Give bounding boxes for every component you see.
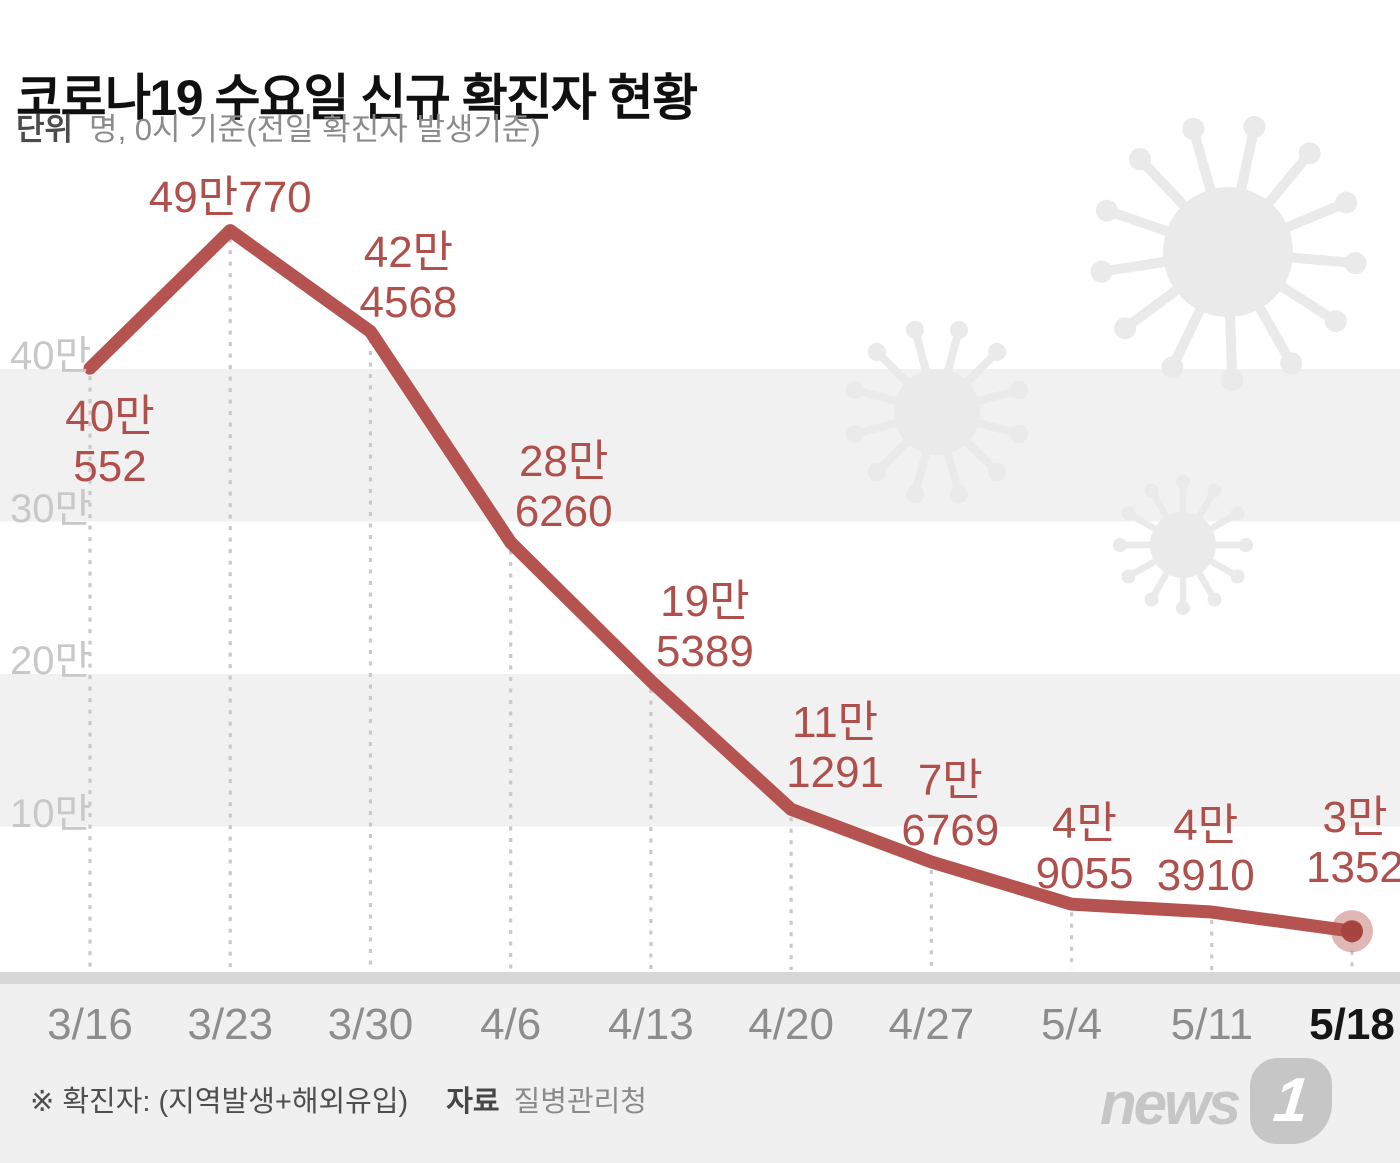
- news1-logo: news 1: [1100, 1058, 1333, 1144]
- page-title: 코로나19 수요일 신규 확진자 현황: [16, 69, 698, 126]
- unit-desc: 명, 0시 기준(전일 확진자 발생기준): [89, 112, 541, 147]
- end-marker: [1330, 910, 1373, 953]
- page-subtitle: 단위 명, 0시 기준(전일 확진자 발생기준): [16, 104, 541, 149]
- news1-logo-badge-digit: 1: [1270, 1066, 1312, 1135]
- footer-background: [0, 984, 1400, 1163]
- news1-logo-text: news: [1100, 1070, 1241, 1137]
- unit-label: 단위: [16, 112, 74, 147]
- source-name: 질병관리청: [513, 1086, 647, 1118]
- virus-watermark-icon: [1090, 115, 1367, 391]
- confirmed-note: ※ 확진자: (지역발생+해외유입): [30, 1086, 409, 1118]
- stripe-band: [0, 674, 1400, 827]
- virus-watermark-icon: [845, 320, 1029, 504]
- chart-footnote: ※ 확진자: (지역발생+해외유입) 자료 질병관리청: [30, 1078, 647, 1120]
- news1-logo-badge: 1: [1250, 1058, 1333, 1144]
- source-label: 자료: [446, 1086, 500, 1118]
- series-line: [83, 224, 1359, 938]
- x-axis-bar: [0, 972, 1400, 984]
- virus-watermark-icon: [1113, 475, 1253, 615]
- stripe-band: [0, 369, 1400, 522]
